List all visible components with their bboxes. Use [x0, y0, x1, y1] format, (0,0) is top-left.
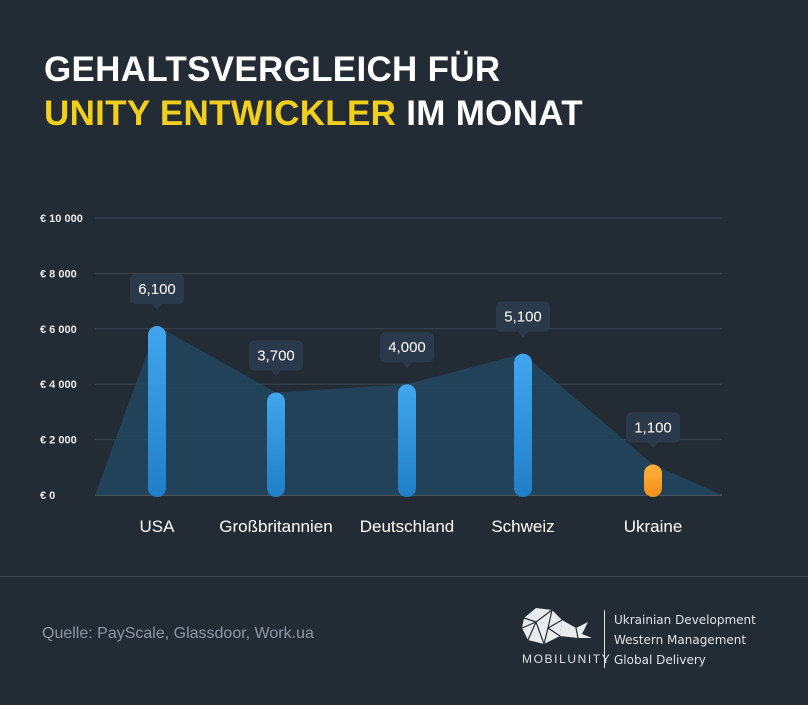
brand-tagline-line: Ukrainian Development — [614, 613, 756, 627]
bar — [398, 384, 416, 497]
value-callout — [130, 274, 184, 311]
whale-logo-icon — [521, 608, 592, 647]
title-accent: UNITY ENTWICKLER — [44, 94, 397, 133]
salary-bar-chart: € 0 € 2 000 € 4 000 € 6 000 € 8 000 € 10 000 6… — [40, 213, 722, 536]
data-label: 5,100 — [504, 309, 542, 326]
y-tick-label: € 6 000 — [40, 324, 77, 336]
data-label: 6,100 — [138, 281, 176, 298]
brand-tagline-line: Western Management — [614, 633, 747, 647]
brand-tagline-line: Global Delivery — [614, 653, 706, 667]
y-tick-label: € 10 000 — [40, 213, 83, 225]
data-label: 3,700 — [257, 348, 295, 365]
footer-divider — [0, 576, 808, 577]
value-callout — [496, 301, 550, 338]
bar — [267, 392, 285, 497]
title-line-2-rest: IM MONAT — [396, 94, 583, 133]
bar — [148, 326, 166, 497]
y-tick-label: € 4 000 — [40, 379, 77, 391]
bar — [644, 464, 662, 497]
value-callout — [249, 340, 303, 377]
chart-title: GEHALTSVERGLEICH FÜR UNITY ENTWICKLER IM… — [44, 48, 583, 136]
y-tick-label: € 2 000 — [40, 435, 77, 447]
brand-separator — [604, 610, 605, 668]
x-tick-label: Schweiz — [491, 517, 554, 536]
x-tick-label: Deutschland — [360, 517, 455, 536]
brand-tagline: Ukrainian Development Western Management… — [614, 610, 756, 670]
title-line-1: GEHALTSVERGLEICH FÜR — [44, 50, 501, 89]
data-label: 1,100 — [634, 420, 672, 437]
x-tick-label: USA — [140, 517, 176, 536]
x-tick-label: Großbritannien — [219, 517, 332, 536]
data-label: 4,000 — [388, 339, 426, 356]
source-note: Quelle: PayScale, Glassdoor, Work.ua — [42, 625, 314, 642]
x-tick-label: Ukraine — [624, 517, 683, 536]
y-tick-label: € 0 — [40, 490, 55, 502]
y-tick-label: € 8 000 — [40, 268, 77, 280]
value-callout — [626, 412, 680, 449]
brand-name: MOBILUNITY — [522, 652, 612, 666]
bar — [514, 353, 532, 497]
value-callout — [380, 332, 434, 369]
brand-block: MOBILUNITY Ukrainian Development Western… — [518, 606, 778, 676]
